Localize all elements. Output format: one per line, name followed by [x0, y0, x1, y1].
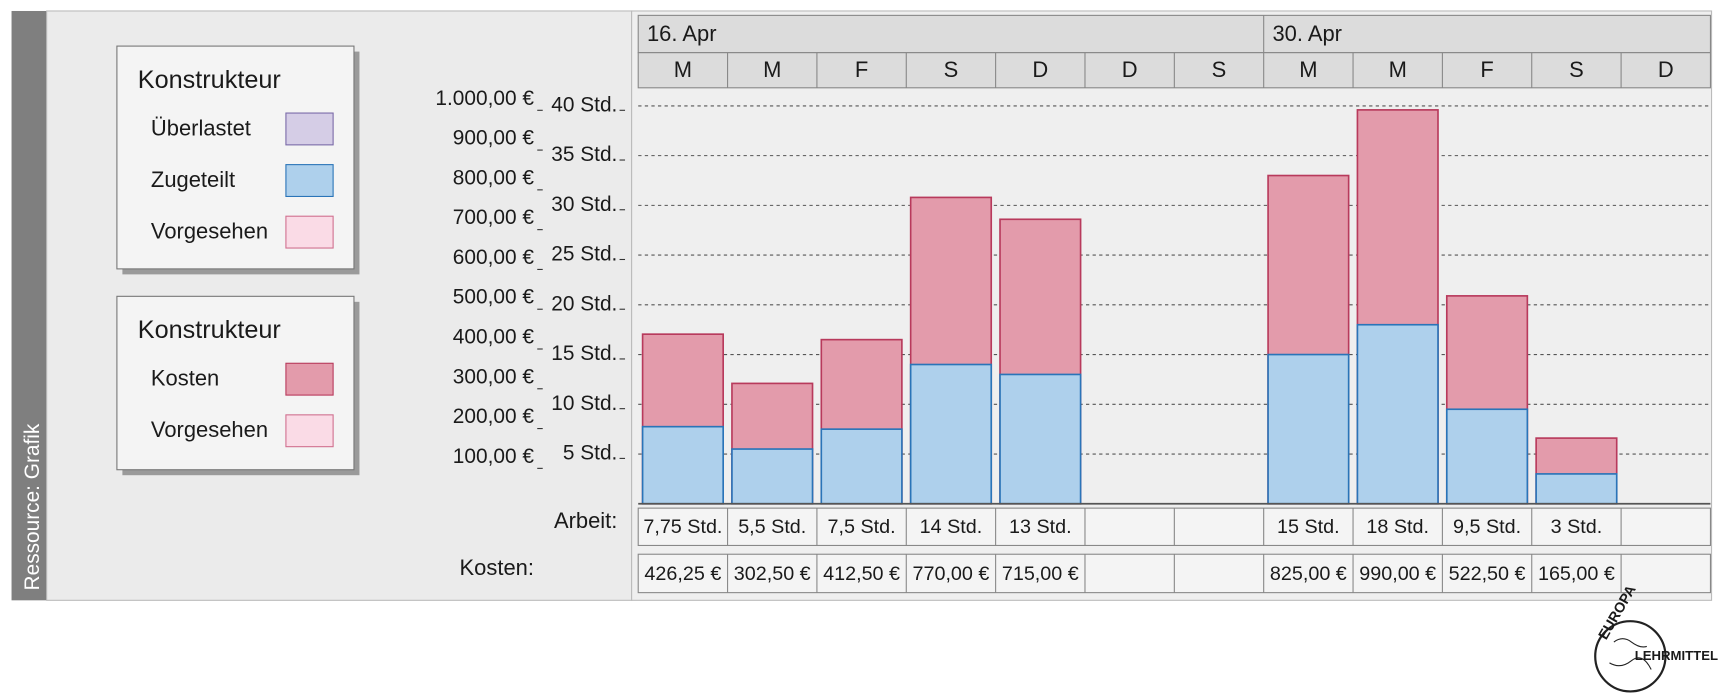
y2-tick-label: 500,00 €: [453, 286, 535, 309]
day-label: S: [1569, 57, 1584, 82]
cell-label: 165,00 €: [1538, 563, 1615, 585]
y2-tick-label: 700,00 €: [453, 206, 535, 229]
bar: [820, 428, 903, 505]
logo-circle: [1594, 620, 1667, 693]
cell-label: 990,00 €: [1359, 563, 1436, 585]
day-label: F: [1480, 57, 1493, 82]
y2-tick-label: 100,00 €: [453, 445, 535, 468]
cell-label: 7,5 Std.: [828, 516, 896, 538]
cell-label: 3 Std.: [1551, 516, 1603, 538]
y-tick-label: 25 Std.: [551, 243, 617, 266]
legend-label: Vorgesehen: [151, 218, 268, 243]
legend-label: Überlastet: [151, 115, 251, 140]
legend-label: Zugeteilt: [151, 167, 235, 192]
logo-bottom: LEHRMITTEL: [1635, 648, 1718, 663]
day-label: S: [1212, 57, 1227, 82]
y-tick-label: 20 Std.: [551, 292, 617, 315]
cell-label: 770,00 €: [913, 563, 990, 585]
bar: [909, 363, 993, 505]
cell-label: 9,5 Std.: [1453, 516, 1521, 538]
legend-swatch: [285, 414, 334, 448]
bar: [999, 373, 1082, 505]
cell-label: 412,50 €: [823, 563, 900, 585]
cell-label: 715,00 €: [1002, 563, 1079, 585]
y2-tick-label: 400,00 €: [453, 326, 535, 349]
cell-label: 14 Std.: [920, 516, 983, 538]
legend-swatch: [285, 362, 334, 396]
cell-label: 15 Std.: [1277, 516, 1340, 538]
legend-swatch: [285, 112, 334, 146]
bar: [731, 448, 814, 505]
day-label: M: [763, 57, 781, 82]
day-label: D: [1032, 57, 1048, 82]
bar: [1535, 473, 1618, 505]
day-label: F: [855, 57, 868, 82]
y2-tick-label: 300,00 €: [453, 365, 535, 388]
bar: [1267, 353, 1350, 505]
legend-title: Konstrukteur: [138, 316, 281, 344]
day-label: M: [674, 57, 692, 82]
bar: [641, 425, 724, 505]
legends: Konstrukteur Überlastet Zugeteilt Vorgesehe…: [116, 45, 360, 476]
cell-label: 825,00 €: [1270, 563, 1347, 585]
cell-label: 13 Std.: [1009, 516, 1072, 538]
day-label: M: [1389, 57, 1407, 82]
week-label: 16. Apr: [647, 21, 717, 46]
y-tick-label: 35 Std.: [551, 143, 617, 166]
bar: [1445, 408, 1529, 505]
y2-tick-label: 200,00 €: [453, 405, 535, 428]
day-label: D: [1658, 57, 1674, 82]
week-label: 30. Apr: [1272, 21, 1342, 46]
row-label: Kosten:: [460, 555, 534, 580]
legend-title: Konstrukteur: [138, 66, 281, 94]
logo-globe: [1609, 638, 1652, 670]
side-label: Ressource: Grafik: [21, 423, 44, 590]
y-tick-label: 5 Std.: [563, 442, 617, 465]
cell-label: 302,50 €: [734, 563, 811, 585]
row-label: Arbeit:: [554, 508, 617, 533]
y-tick-label: 10 Std.: [551, 392, 617, 415]
day-label: S: [944, 57, 959, 82]
cell-label: 522,50 €: [1449, 563, 1526, 585]
y-tick-label: 15 Std.: [551, 342, 617, 365]
legend-swatch: [285, 215, 334, 249]
legend-label: Kosten: [151, 366, 219, 391]
y2-tick-label: 900,00 €: [453, 127, 535, 150]
side-strip: [11, 10, 47, 601]
y-tick-label: 30 Std.: [551, 193, 617, 216]
y-tick-label: 40 Std.: [551, 93, 617, 116]
legend-label: Vorgesehen: [151, 417, 268, 442]
cell-label: 7,75 Std.: [643, 516, 722, 538]
y2-tick-label: 600,00 €: [453, 246, 535, 269]
cell-label: 426,25 €: [644, 563, 721, 585]
header-row: [637, 14, 1712, 54]
day-label: D: [1122, 57, 1138, 82]
cell-label: 5,5 Std.: [738, 516, 806, 538]
chart: 16. Apr 30. Apr M M F S D D S M M F S D 5 Std. 10 Std. 1…: [435, 14, 1712, 594]
y2-tick-label: 1.000,00 €: [435, 87, 534, 110]
y2-tick-label: 800,00 €: [453, 166, 535, 189]
bar: [1356, 323, 1439, 505]
cell-label: 18 Std.: [1366, 516, 1429, 538]
day-label: M: [1299, 57, 1317, 82]
legend-swatch: [285, 164, 334, 197]
